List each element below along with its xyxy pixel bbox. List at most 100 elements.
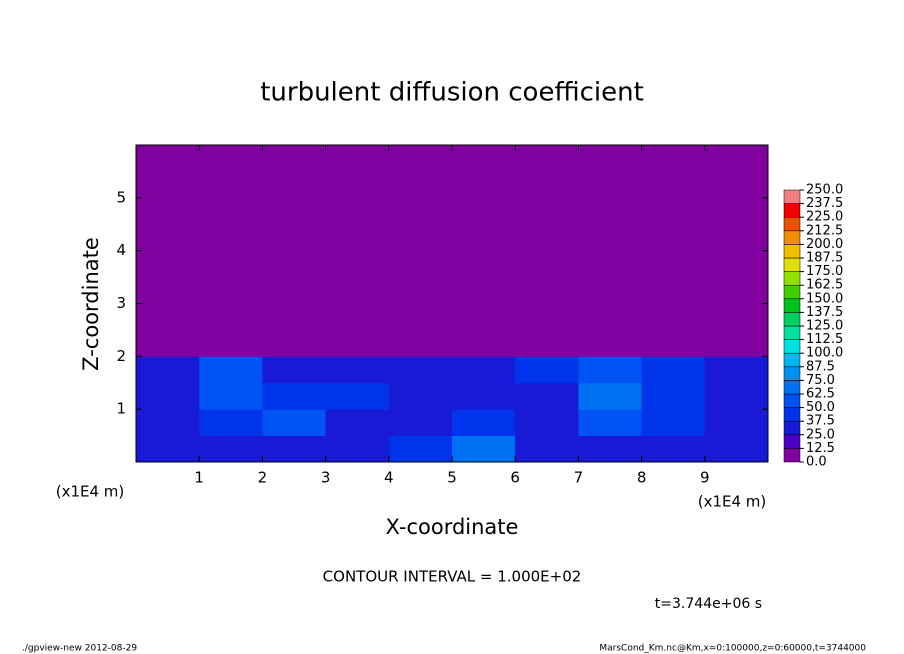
colorbar-swatch [783,393,801,408]
heat-cell [199,356,263,384]
colorbar-swatch [783,448,801,463]
heat-cell [262,356,327,384]
heat-cell [515,382,579,410]
x-unit: (x1E4 m) [698,493,767,511]
heat-cell [452,382,516,410]
colorbar-label: 175.0 [806,264,843,279]
heat-cell [641,250,706,278]
chart-title: turbulent diffusion coefficient [260,78,644,108]
heat-cell [641,409,706,437]
heat-cell [515,435,579,463]
heat-cell [136,171,200,199]
heat-cell [199,409,263,437]
colorbar-swatch [783,271,801,286]
heat-cell [388,356,453,384]
x-tick-label: 9 [700,469,710,487]
colorbar-swatch [783,312,801,327]
x-tick-label: 5 [447,469,457,487]
heat-cell [388,409,453,437]
heat-cell [136,329,200,357]
heat-cell [325,171,390,199]
heat-cell [515,356,579,384]
x-tick-label: 2 [258,469,268,487]
heat-cell [136,197,200,225]
heat-cell [199,171,263,199]
heat-cell [515,171,579,199]
heat-cell [388,382,453,410]
x-axis-label: X-coordinate [386,515,519,539]
heat-cell [452,250,516,278]
heat-cell [641,171,706,199]
heat-cell [388,250,453,278]
heat-cell [136,382,200,410]
heat-cell [515,145,579,172]
heat-cell [136,303,200,331]
x-tick-label: 1 [194,469,204,487]
colorbar-swatch [783,203,801,218]
heat-cell [452,224,516,252]
heat-cell [262,224,327,252]
heat-cell [704,303,769,331]
heat-cell [641,277,706,304]
colorbar-label: 87.5 [806,359,835,374]
footer: MarsCond_Km.nc@Km,x=0:100000,z=0:60000,t… [599,644,866,654]
colorbar-label: 125.0 [806,319,843,334]
x-tick-label: 4 [384,469,394,487]
heat-cell [262,277,327,304]
heat-cell [199,197,263,225]
heat-cell [199,303,263,331]
colorbar-label: 162.5 [806,278,843,293]
heat-cell [641,303,706,331]
heat-cell [515,303,579,331]
heat-cell [641,382,706,410]
heat-cell [452,356,516,384]
heat-cell [136,145,200,172]
time-note: t=3.744e+06 s [655,596,762,612]
heat-cell [578,356,643,384]
colorbar-label: 0.0 [806,455,827,470]
colorbar-swatch [783,325,801,340]
heat-cell [704,382,769,410]
colorbar-label: 187.5 [806,251,843,266]
heat-cell [262,409,327,437]
colorbar-swatch [783,339,801,354]
colorbar-swatch [783,216,801,232]
colorbar-label: 137.5 [806,305,843,320]
y-tick-label: 2 [116,347,126,365]
heat-cell [325,145,390,172]
heat-cell [578,197,643,225]
heat-cell [704,171,769,199]
heat-cell [199,145,263,172]
colorbar-swatch [783,244,801,259]
y-tick-label: 3 [116,294,126,312]
heat-cell [641,197,706,225]
colorbar-label: 237.5 [806,196,843,211]
heat-cell [578,145,643,172]
heat-cell [262,435,327,463]
heat-cell [199,250,263,278]
heat-cell [452,303,516,331]
heat-cell [199,277,263,304]
colorbar-swatch [783,230,801,245]
x-tick-label: 3 [321,469,331,487]
heat-cell [325,329,390,357]
footer: ./gpview-new 2012-08-29 [22,644,137,654]
colorbar-label: 225.0 [806,210,843,225]
colorbar-label: 12.5 [806,441,835,456]
heat-cell [515,250,579,278]
colorbar-label: 100.0 [806,346,843,361]
colorbar-label: 50.0 [806,400,835,415]
heat-cell [262,382,327,410]
heat-cell [199,435,263,463]
heat-cell [388,303,453,331]
heat-cell [136,224,200,252]
heat-cell [136,356,200,384]
colorbar-swatch [783,434,801,449]
heat-cell [388,145,453,172]
x-tick-label: 7 [574,469,584,487]
heat-cell [578,303,643,331]
heat-cell [704,197,769,225]
heat-cell [641,145,706,172]
heat-cell [388,435,453,463]
